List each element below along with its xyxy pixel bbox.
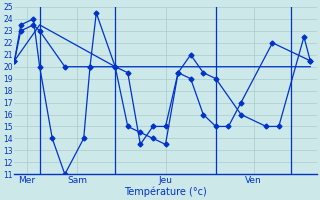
X-axis label: Température (°c): Température (°c)	[124, 186, 207, 197]
